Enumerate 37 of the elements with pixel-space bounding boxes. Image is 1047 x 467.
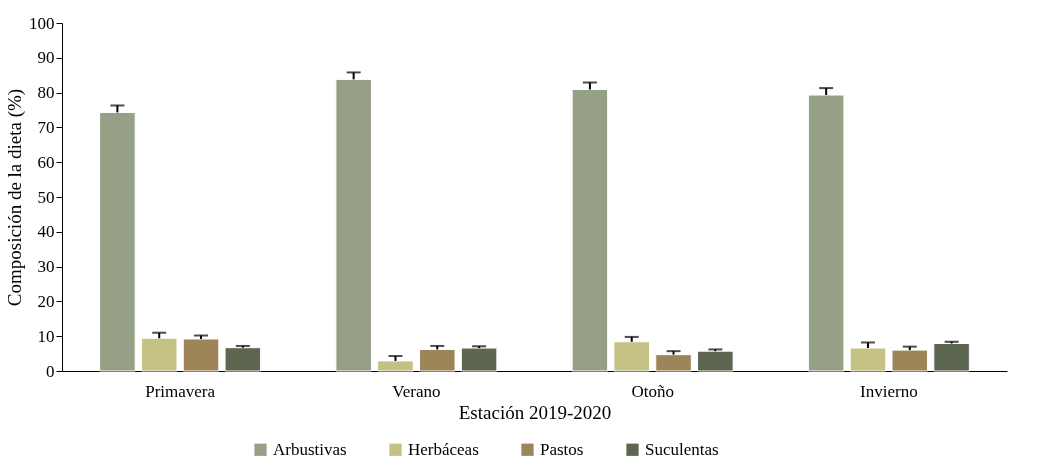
bar: [99, 111, 136, 372]
bar: [460, 347, 498, 372]
y-tick-label: 80: [37, 83, 55, 103]
bar: [224, 347, 262, 372]
y-tick-label: 50: [37, 187, 55, 207]
y-tick-label: 40: [37, 222, 55, 242]
bar: [849, 347, 887, 372]
legend-label: Pastos: [540, 439, 584, 459]
y-axis-title: Composición de la dieta (%): [4, 88, 26, 307]
x-tick-label: Primavera: [145, 381, 216, 401]
x-tick-label: Otoño: [631, 381, 674, 401]
y-tick-label: 90: [37, 48, 55, 68]
bar: [697, 350, 734, 372]
bar: [613, 341, 650, 372]
legend-label: Suculentas: [645, 439, 719, 459]
legend-label: Herbáceas: [408, 439, 479, 459]
bar: [655, 354, 692, 372]
bar: [140, 337, 178, 372]
y-tick-label: 30: [37, 257, 55, 277]
bar: [891, 349, 929, 372]
bar: [419, 348, 456, 372]
x-axis-title: Estación 2019-2020: [458, 401, 612, 423]
bar: [933, 343, 970, 372]
y-tick-label: 70: [37, 117, 55, 137]
y-tick-label: 20: [37, 291, 55, 311]
y-tick-label: 0: [46, 361, 55, 381]
bar: [377, 360, 414, 372]
x-tick-label: Verano: [392, 381, 441, 401]
x-tick-label: Invierno: [860, 381, 918, 401]
y-tick-label: 100: [29, 13, 55, 33]
y-tick-label: 60: [37, 152, 55, 172]
bar: [807, 94, 845, 372]
bar: [335, 78, 372, 372]
legend-label: Arbustivas: [273, 439, 347, 459]
bar: [571, 88, 609, 372]
bar: [182, 338, 220, 372]
y-tick-label: 10: [37, 326, 55, 346]
